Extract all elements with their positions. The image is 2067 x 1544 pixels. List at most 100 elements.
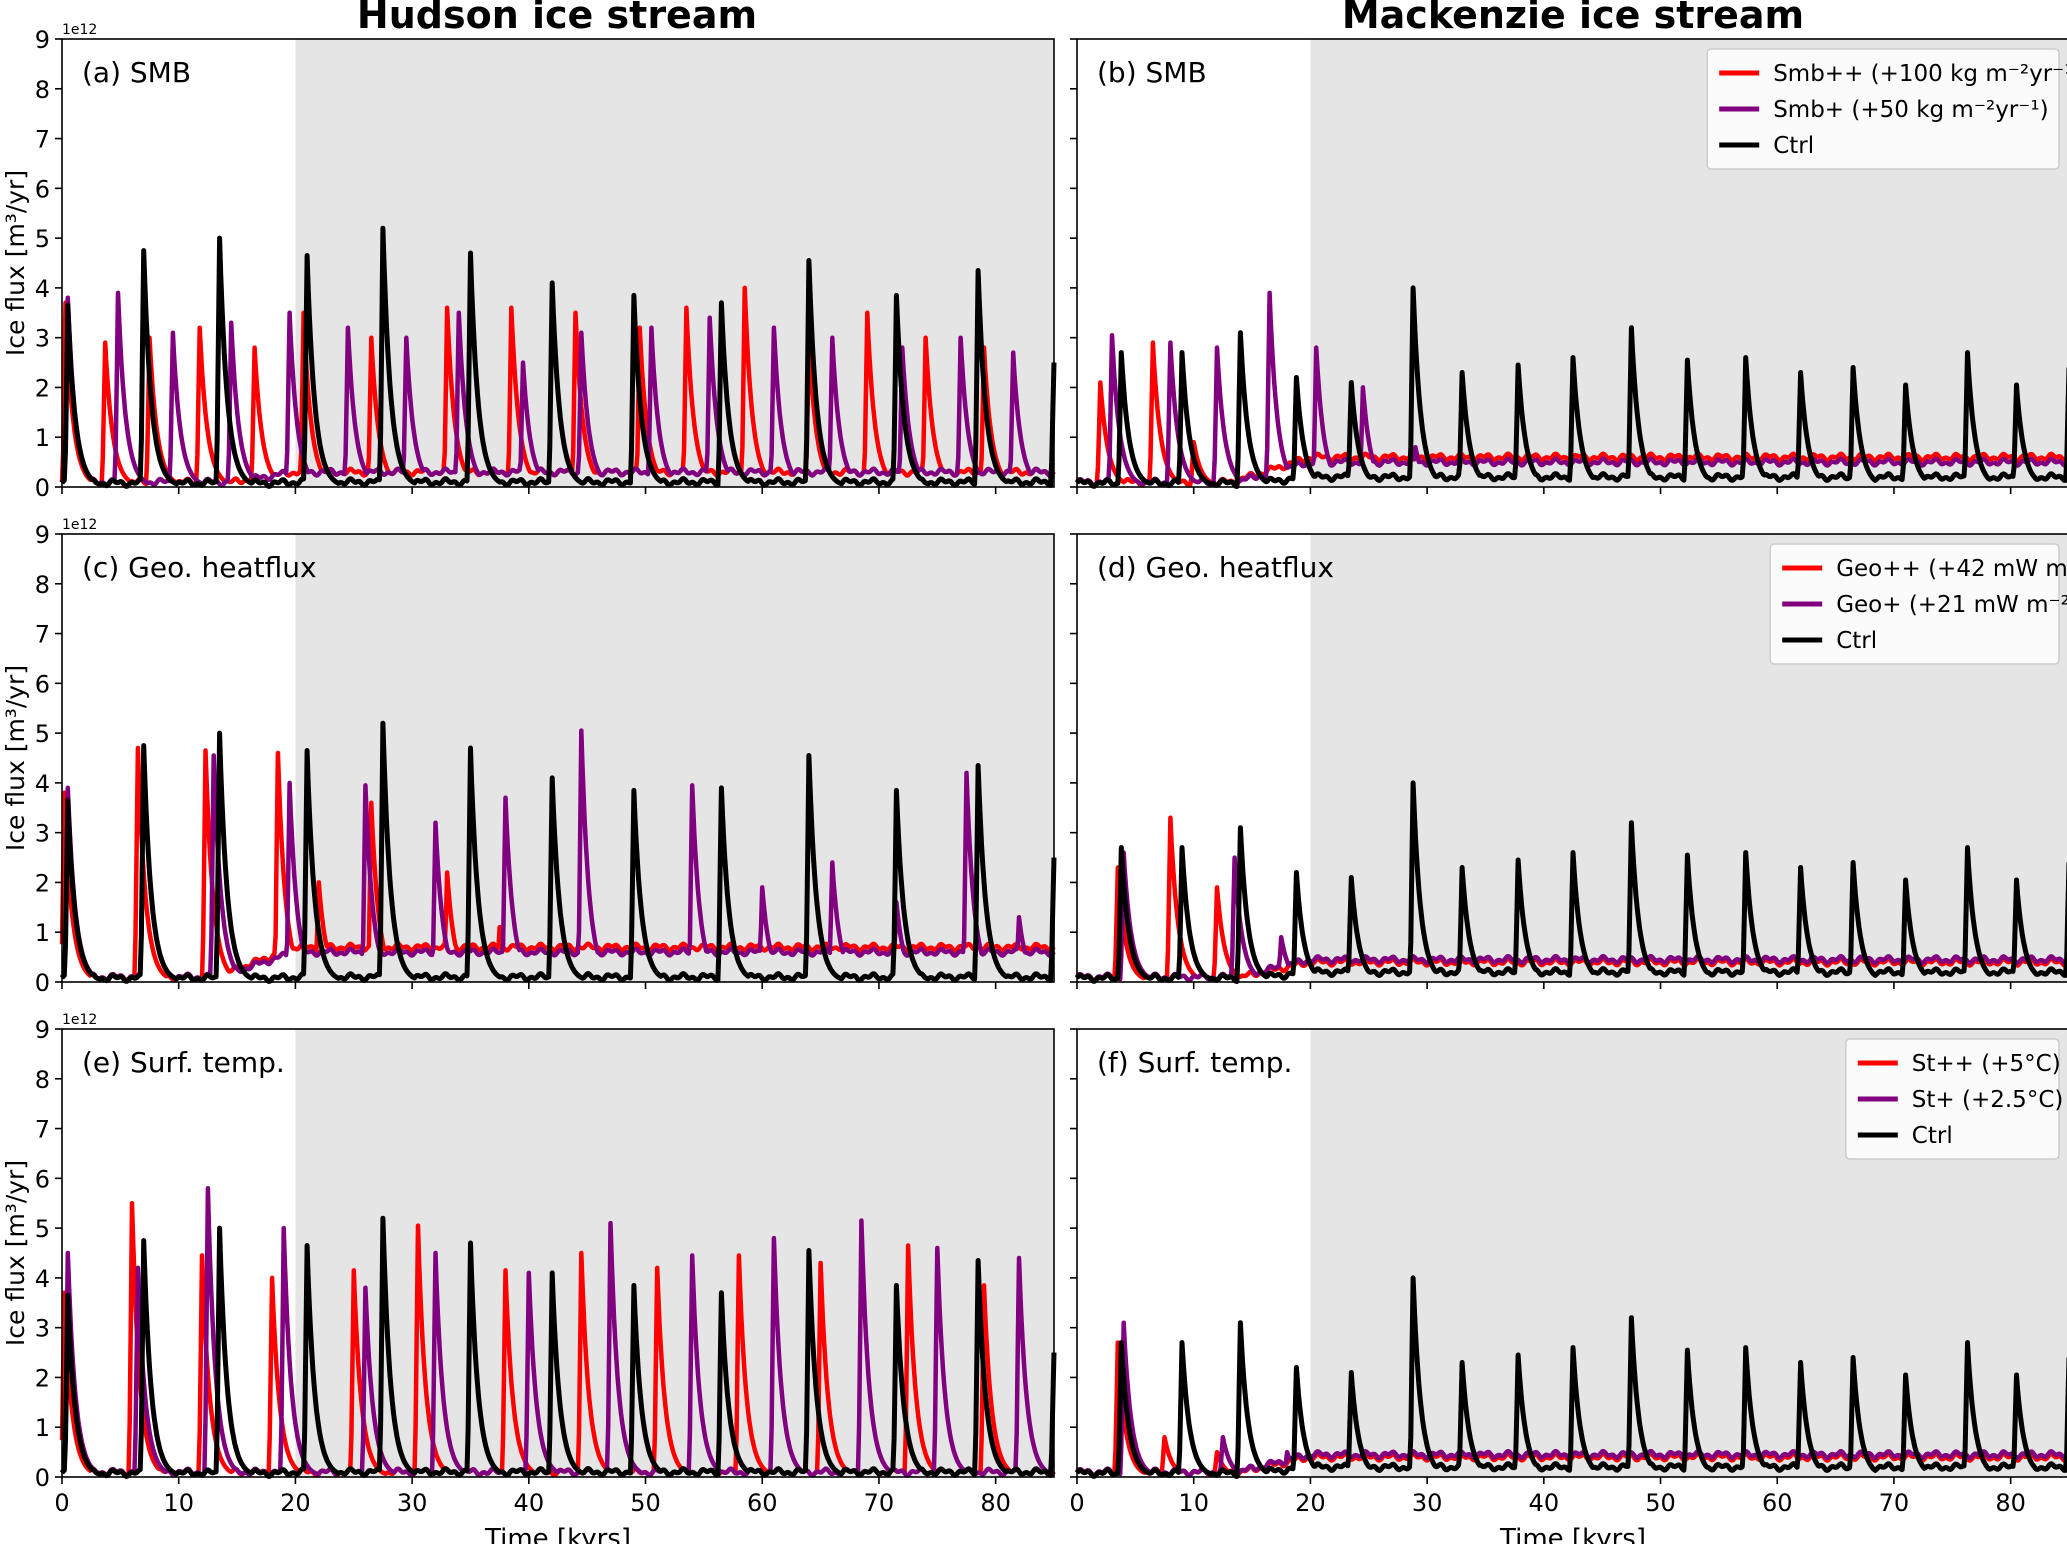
- axes-frame: [1076, 38, 2067, 488]
- series-line-ctrl: [1074, 1275, 2067, 1479]
- x-tick-label: 80: [980, 1489, 1011, 1517]
- offset-text: 1e12: [62, 22, 97, 38]
- y-tick-label: 6: [35, 670, 50, 698]
- y-tick-label: 2: [35, 869, 50, 897]
- y-tick-label: 7: [35, 126, 50, 154]
- series-line-ctrl: [59, 225, 1057, 489]
- series-line-ctrl: [60, 1215, 1057, 1479]
- legend-entry-weak: St+ (+2.5°C): [1912, 1087, 2064, 1113]
- y-tick-label: 4: [35, 275, 50, 303]
- y-tick-label: 6: [35, 1165, 50, 1193]
- panel-label: (c) Geo. heatflux: [82, 551, 317, 584]
- panel-c: 0 1 2 3 4 5 6 7 8 9 1e12 Ice flux [m³/yr] (c) Geo. h…: [1, 517, 1057, 997]
- y-tick-label: 0: [35, 1464, 50, 1492]
- y-tick-label: 2: [35, 374, 50, 402]
- y-tick-label: 8: [35, 571, 50, 599]
- legend: Smb++ (+100 kg m⁻²yr⁻¹) Smb+ (+50 kg m⁻²y…: [1706, 48, 2067, 170]
- axes-frame: [1076, 1028, 2067, 1478]
- x-tick-label: 20: [280, 1489, 311, 1517]
- y-tick-label: 1: [35, 1414, 50, 1442]
- y-tick-label: 8: [35, 76, 50, 104]
- x-axis-label: Time [kyrs]: [484, 1524, 631, 1544]
- y-tick-label: 5: [35, 720, 50, 748]
- y-tick-label: 4: [35, 770, 50, 798]
- legend: Geo++ (+42 mW m⁻²) Geo+ (+21 mW m⁻²) Ctrl: [1769, 543, 2067, 665]
- panel-label: (a) SMB: [82, 56, 191, 89]
- axes-frame: [61, 38, 1055, 488]
- panel-label: (d) Geo. heatflux: [1097, 551, 1334, 584]
- panel-label: (b) SMB: [1097, 56, 1207, 89]
- series-line-ctrl: [1074, 285, 2067, 489]
- y-tick-label: 2: [35, 1364, 50, 1392]
- y-tick-label: 8: [35, 1066, 50, 1094]
- panel-b: (b) SMB Smb++ (+100 kg m⁻²yr⁻¹) Smb+ (+50 …: [1070, 38, 2067, 494]
- panel-d: (d) Geo. heatflux Geo++ (+42 mW m⁻²) Geo+ …: [1070, 533, 2067, 989]
- x-tick-label: 10: [163, 1489, 194, 1517]
- x-tick-label: 70: [1879, 1489, 1910, 1517]
- y-axis-label: Ice flux [m³/yr]: [1, 170, 30, 356]
- legend-entry-ctrl: Ctrl: [1912, 1123, 1953, 1149]
- x-tick-label: 30: [397, 1489, 428, 1517]
- series-line-strong: [59, 745, 1056, 983]
- x-tick-label: 30: [1412, 1489, 1443, 1517]
- series-line-ctrl: [1074, 780, 2067, 984]
- legend-entry-weak: Smb+ (+50 kg m⁻²yr⁻¹): [1773, 97, 2048, 123]
- legend-box: [1706, 48, 2060, 170]
- legend-entry-ctrl: Ctrl: [1773, 133, 1814, 159]
- legend-entry-weak: Geo+ (+21 mW m⁻²): [1836, 592, 2067, 618]
- shaded-region: [295, 39, 1055, 487]
- panel-label: (f) Surf. temp.: [1097, 1046, 1292, 1079]
- axes-frame: [61, 1028, 1055, 1478]
- x-tick-label: 20: [1295, 1489, 1326, 1517]
- x-tick-label: 80: [1995, 1489, 2026, 1517]
- hudson-column-title: Hudson ice stream: [357, 0, 757, 37]
- panel-label: (e) Surf. temp.: [82, 1046, 285, 1079]
- x-tick-label: 50: [630, 1489, 661, 1517]
- panel-f: 0 10 20 30 40 50 60 70 80 Time [kyrs] (f) Surf. te…: [1069, 1028, 2067, 1544]
- series-line-ctrl: [60, 720, 1057, 984]
- legend-box: [1769, 543, 2060, 665]
- y-tick-label: 0: [35, 474, 50, 502]
- y-tick-label: 9: [35, 1016, 50, 1044]
- y-tick-label: 3: [35, 325, 50, 353]
- x-tick-label: 60: [1762, 1489, 1793, 1517]
- legend-entry-strong: St++ (+5°C): [1912, 1051, 2061, 1077]
- x-axis-label: Time [kyrs]: [1499, 1524, 1646, 1544]
- y-tick-label: 9: [35, 521, 50, 549]
- y-tick-label: 6: [35, 175, 50, 203]
- x-tick-label: 0: [54, 1489, 69, 1517]
- series-line-weak: [60, 728, 1056, 983]
- x-tick-label: 40: [1529, 1489, 1560, 1517]
- shaded-region: [295, 534, 1055, 982]
- x-tick-label: 70: [864, 1489, 895, 1517]
- panel-e: 0 1 2 3 4 5 6 7 8 9 1e12 Ice flux [m³/yr] 0 10 20 30 40 5…: [1, 1012, 1057, 1544]
- y-tick-label: 7: [35, 1116, 50, 1144]
- y-tick-label: 3: [35, 820, 50, 848]
- panel-a: 0 1 2 3 4 5 6 7 8 9 1e12 Ice flux [m³/yr] (a) SMB: [1, 22, 1057, 502]
- series-line-weak: [60, 1186, 1056, 1478]
- x-tick-label: 60: [747, 1489, 778, 1517]
- y-tick-label: 9: [35, 26, 50, 54]
- y-tick-label: 1: [35, 919, 50, 947]
- y-tick-label: 5: [35, 1215, 50, 1243]
- y-tick-label: 3: [35, 1315, 50, 1343]
- legend-entry-strong: Smb++ (+100 kg m⁻²yr⁻¹): [1773, 61, 2067, 87]
- offset-text: 1e12: [62, 517, 97, 533]
- y-axis-label: Ice flux [m³/yr]: [1, 665, 30, 851]
- y-tick-label: 0: [35, 969, 50, 997]
- y-axis-label: Ice flux [m³/yr]: [1, 1160, 30, 1346]
- legend: St++ (+5°C) St+ (+2.5°C) Ctrl: [1845, 1038, 2064, 1160]
- axes-frame: [1076, 533, 2067, 983]
- mackenzie-column-title: Mackenzie ice stream: [1342, 0, 1804, 37]
- legend-entry-ctrl: Ctrl: [1836, 628, 1877, 654]
- axes-frame: [61, 533, 1055, 983]
- y-tick-label: 7: [35, 621, 50, 649]
- y-tick-label: 1: [35, 424, 50, 452]
- offset-text: 1e12: [62, 1012, 97, 1028]
- x-tick-label: 40: [514, 1489, 545, 1517]
- x-tick-label: 10: [1178, 1489, 1209, 1517]
- y-tick-label: 4: [35, 1265, 50, 1293]
- series-line-weak: [60, 290, 1056, 488]
- x-tick-label: 50: [1645, 1489, 1676, 1517]
